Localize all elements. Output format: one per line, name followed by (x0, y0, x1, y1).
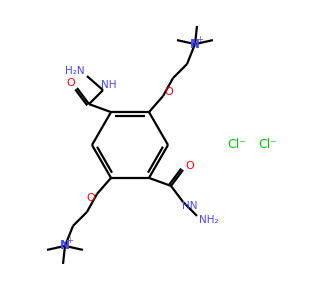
Text: NH: NH (101, 80, 117, 90)
Text: +: + (67, 236, 74, 246)
Text: O: O (87, 193, 95, 203)
Text: H₂N: H₂N (65, 66, 85, 76)
Text: N: N (190, 38, 200, 51)
Text: O: O (186, 161, 194, 171)
Text: O: O (67, 78, 75, 88)
Text: N: N (60, 239, 70, 252)
Text: O: O (165, 87, 173, 97)
Text: HN: HN (182, 201, 198, 211)
Text: Cl⁻: Cl⁻ (259, 139, 277, 151)
Text: Cl⁻: Cl⁻ (228, 139, 246, 151)
Text: +: + (197, 35, 204, 44)
Text: NH₂: NH₂ (199, 215, 219, 225)
